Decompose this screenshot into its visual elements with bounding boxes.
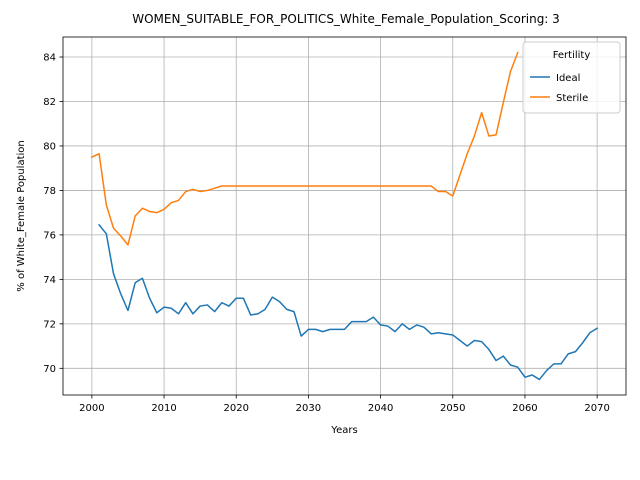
x-tick-label: 2010	[151, 403, 176, 414]
x-tick-label: 2040	[368, 403, 393, 414]
y-tick-label: 74	[43, 275, 56, 286]
series-line-sterile	[90, 51, 519, 246]
x-tick-label: 2070	[584, 403, 609, 414]
x-tick-label: 2060	[512, 403, 537, 414]
y-tick-label: 70	[43, 364, 56, 375]
legend-box	[522, 41, 621, 114]
series-line-ideal	[98, 223, 599, 381]
chart-title: WOMEN_SUITABLE_FOR_POLITICS_White_Female…	[132, 12, 560, 26]
axis-ticks: 2000 2010 2020 2030 2040 2050 2060 2070 70 72 74 76…	[43, 53, 610, 414]
y-tick-label: 72	[43, 319, 56, 330]
x-tick-label: 2030	[296, 403, 321, 414]
x-tick-label: 2000	[79, 403, 104, 414]
legend-label-sterile: Sterile	[556, 93, 588, 104]
legend: Fertility Ideal Sterile	[522, 41, 621, 114]
y-tick-label: 82	[43, 97, 56, 108]
y-tick-label: 80	[43, 141, 56, 152]
y-tick-label: 84	[43, 53, 56, 64]
series-layer	[90, 51, 599, 381]
legend-title: Fertility	[553, 50, 591, 61]
plot-frame	[62, 36, 627, 396]
y-axis-label: % of White_Female Population	[16, 140, 27, 291]
x-tick-label: 2020	[224, 403, 249, 414]
x-axis-label: Years	[330, 425, 357, 436]
legend-label-ideal: Ideal	[556, 73, 580, 84]
y-tick-label: 78	[43, 186, 56, 197]
y-tick-label: 76	[43, 230, 56, 241]
x-tick-label: 2050	[440, 403, 465, 414]
